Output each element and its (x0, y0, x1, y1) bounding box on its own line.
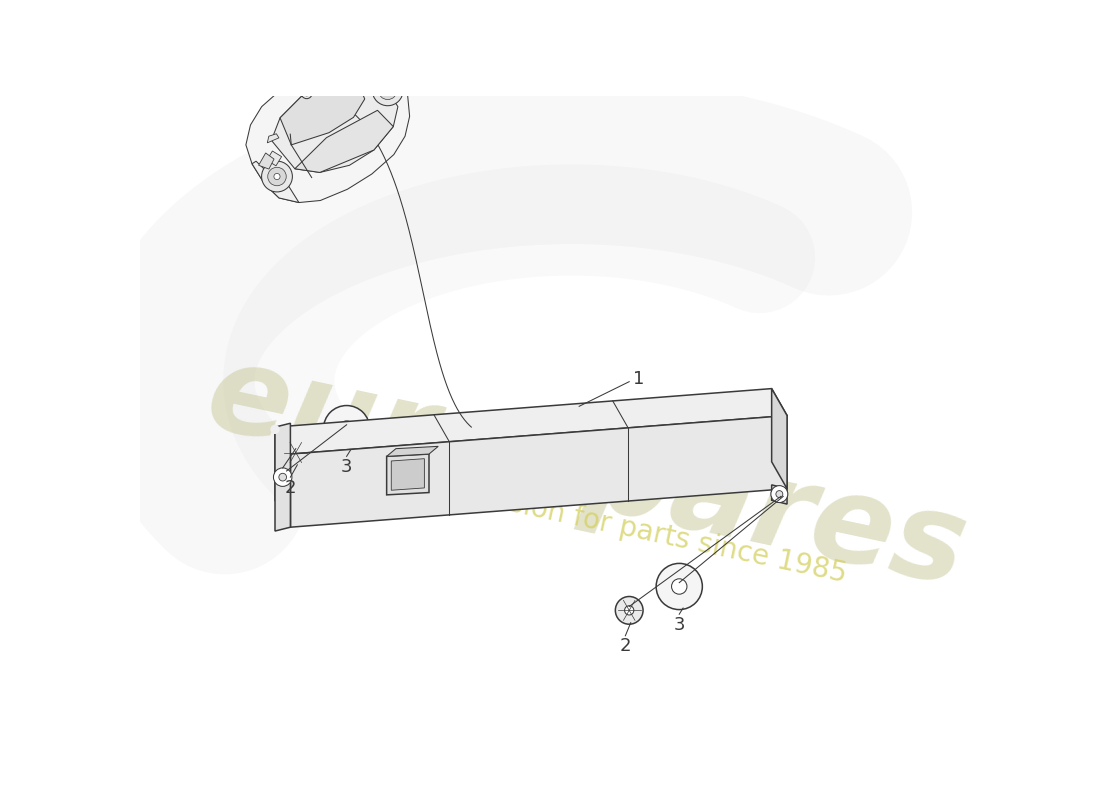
Circle shape (282, 438, 310, 466)
Text: a passion for parts since 1985: a passion for parts since 1985 (432, 474, 849, 588)
Polygon shape (772, 485, 788, 504)
Polygon shape (275, 389, 788, 454)
Polygon shape (246, 56, 409, 202)
Circle shape (372, 75, 403, 106)
Text: 2: 2 (619, 638, 631, 655)
Circle shape (274, 468, 292, 486)
Circle shape (262, 161, 293, 192)
Circle shape (776, 490, 783, 498)
Text: 1: 1 (634, 370, 645, 388)
Text: 2: 2 (285, 478, 296, 497)
Text: eurospares: eurospares (197, 336, 977, 611)
Circle shape (656, 563, 703, 610)
Polygon shape (387, 454, 429, 495)
Polygon shape (272, 72, 398, 173)
Polygon shape (252, 162, 299, 202)
Polygon shape (267, 134, 279, 143)
Circle shape (378, 81, 397, 99)
Polygon shape (290, 415, 788, 527)
Text: 3: 3 (341, 458, 352, 476)
Polygon shape (387, 446, 438, 456)
Polygon shape (772, 389, 788, 489)
Circle shape (385, 87, 390, 94)
Circle shape (615, 597, 644, 624)
Polygon shape (295, 110, 394, 173)
Text: 3: 3 (673, 616, 685, 634)
Polygon shape (280, 72, 365, 145)
Circle shape (301, 88, 312, 98)
Circle shape (771, 486, 788, 502)
Circle shape (304, 90, 309, 96)
Polygon shape (258, 153, 274, 169)
Circle shape (279, 474, 287, 481)
Circle shape (267, 167, 286, 186)
Polygon shape (275, 427, 290, 527)
Circle shape (671, 578, 686, 594)
Polygon shape (275, 423, 290, 531)
Circle shape (274, 174, 280, 179)
Circle shape (292, 448, 300, 457)
Circle shape (271, 425, 279, 434)
Circle shape (323, 406, 370, 452)
Polygon shape (267, 151, 282, 166)
Circle shape (625, 606, 634, 615)
Circle shape (339, 421, 354, 436)
Polygon shape (392, 458, 425, 490)
